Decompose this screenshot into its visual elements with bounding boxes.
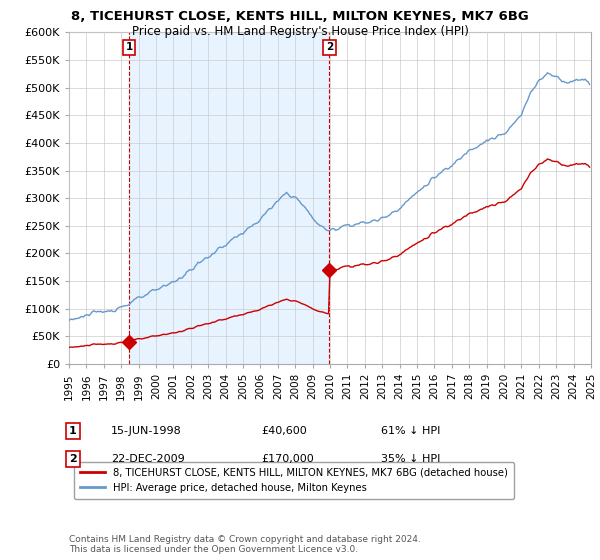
- Legend: 8, TICEHURST CLOSE, KENTS HILL, MILTON KEYNES, MK7 6BG (detached house), HPI: Av: 8, TICEHURST CLOSE, KENTS HILL, MILTON K…: [74, 462, 514, 499]
- Text: 1: 1: [125, 43, 133, 53]
- Bar: [129, 32, 329, 364]
- Text: Price paid vs. HM Land Registry's House Price Index (HPI): Price paid vs. HM Land Registry's House …: [131, 25, 469, 38]
- Text: 1: 1: [69, 426, 77, 436]
- Text: £170,000: £170,000: [261, 454, 314, 464]
- Text: £40,600: £40,600: [261, 426, 307, 436]
- Text: 35% ↓ HPI: 35% ↓ HPI: [381, 454, 440, 464]
- Text: Contains HM Land Registry data © Crown copyright and database right 2024.
This d: Contains HM Land Registry data © Crown c…: [69, 535, 421, 554]
- Text: 61% ↓ HPI: 61% ↓ HPI: [381, 426, 440, 436]
- Text: 2: 2: [326, 43, 333, 53]
- Text: 15-JUN-1998: 15-JUN-1998: [111, 426, 182, 436]
- Text: 2: 2: [69, 454, 77, 464]
- Text: 8, TICEHURST CLOSE, KENTS HILL, MILTON KEYNES, MK7 6BG: 8, TICEHURST CLOSE, KENTS HILL, MILTON K…: [71, 10, 529, 23]
- Text: 22-DEC-2009: 22-DEC-2009: [111, 454, 185, 464]
